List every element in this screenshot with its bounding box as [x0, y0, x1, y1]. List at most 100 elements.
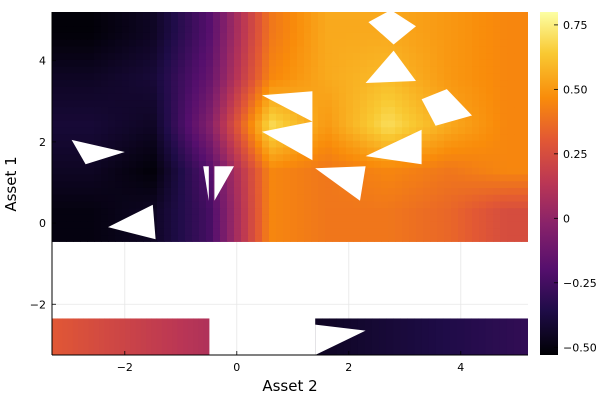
- heatmap-cell: [493, 106, 501, 114]
- heatmap-cell: [80, 160, 88, 168]
- heatmap-cell: [402, 180, 410, 188]
- heatmap-cell: [178, 25, 186, 33]
- heatmap-cell: [255, 140, 263, 148]
- heatmap-cell: [73, 32, 81, 40]
- colorbar-tick-label: 0: [563, 212, 570, 225]
- heatmap-cell: [514, 133, 522, 141]
- heatmap-cell: [115, 200, 123, 209]
- heatmap-cell: [479, 187, 487, 195]
- heatmap-cell: [115, 106, 123, 114]
- heatmap-cell: [437, 86, 445, 94]
- heatmap-cell: [486, 187, 494, 195]
- heatmap-cell: [388, 200, 396, 209]
- heatmap-cell: [122, 65, 130, 74]
- heatmap-cell: [150, 200, 158, 209]
- heatmap-cell: [332, 140, 340, 148]
- heatmap-cell: [115, 167, 123, 175]
- heatmap-cell: [234, 214, 242, 222]
- heatmap-cell: [430, 187, 438, 195]
- heatmap-cell: [423, 126, 431, 135]
- heatmap-cell: [409, 79, 417, 87]
- heatmap-cell: [346, 99, 354, 108]
- heatmap-cell: [458, 18, 466, 27]
- heatmap-cell: [206, 146, 214, 155]
- heatmap-cell: [262, 173, 270, 182]
- heatmap-cell: [192, 106, 200, 114]
- heatmap-cell: [87, 234, 95, 242]
- heatmap-cell: [206, 173, 214, 182]
- heatmap-cell: [73, 173, 81, 182]
- heatmap-cell: [262, 140, 270, 148]
- heatmap-cell: [234, 167, 242, 175]
- heatmap-cell: [402, 79, 410, 87]
- heatmap-cell: [318, 140, 326, 148]
- heatmap-cell: [437, 65, 445, 74]
- heatmap-cell: [73, 180, 81, 188]
- heatmap-cell: [164, 140, 172, 148]
- heatmap-cell: [507, 227, 515, 236]
- heatmap-cell: [297, 65, 305, 74]
- heatmap-cell: [143, 79, 151, 87]
- heatmap-cell: [178, 207, 186, 215]
- heatmap-cell: [353, 146, 361, 155]
- heatmap-cell: [451, 153, 459, 161]
- heatmap-cell: [157, 79, 165, 87]
- heatmap-cell: [262, 113, 270, 121]
- heatmap-cell: [374, 86, 382, 94]
- heatmap-cell: [346, 234, 354, 242]
- heatmap-cell: [283, 221, 291, 229]
- heatmap-cell: [178, 146, 186, 155]
- heatmap-cell: [290, 45, 298, 54]
- heatmap-cell: [108, 38, 116, 47]
- heatmap-cell: [241, 180, 249, 188]
- heatmap-cell: [129, 126, 137, 135]
- heatmap-cell: [227, 200, 235, 209]
- heatmap-cell: [157, 180, 165, 188]
- heatmap-cell: [115, 119, 123, 128]
- heatmap-cell: [136, 133, 144, 141]
- heatmap-cell: [101, 221, 109, 229]
- heatmap-cell: [66, 18, 74, 27]
- heatmap-cell: [451, 194, 459, 202]
- heatmap-cell: [521, 25, 528, 33]
- heatmap-cell: [157, 140, 165, 148]
- heatmap-cell: [255, 59, 263, 67]
- heatmap-cell: [66, 86, 74, 94]
- heatmap-cell: [276, 180, 284, 188]
- heatmap-cell: [227, 32, 235, 40]
- heatmap-cell: [206, 119, 214, 128]
- heatmap-cell: [395, 52, 403, 60]
- heatmap-cell: [213, 126, 221, 135]
- heatmap-cell: [381, 79, 389, 87]
- heatmap-cell: [458, 86, 466, 94]
- heatmap-cell: [486, 160, 494, 168]
- heatmap-cell: [493, 79, 501, 87]
- heatmap-cell: [80, 126, 88, 135]
- x-axis-ticks: −2 0 2 4: [117, 351, 464, 374]
- heatmap-cell: [192, 32, 200, 40]
- heatmap-cell: [493, 113, 501, 121]
- heatmap-cell: [255, 234, 263, 242]
- heatmap-cell: [143, 99, 151, 108]
- heatmap-cell: [52, 106, 60, 114]
- heatmap-cell: [164, 72, 172, 81]
- heatmap-cell: [73, 133, 81, 141]
- heatmap-cell: [407, 318, 416, 355]
- heatmap-cell: [59, 25, 67, 33]
- heatmap-cell: [52, 38, 60, 47]
- heatmap-cell: [269, 86, 277, 94]
- heatmap-cell: [486, 200, 494, 209]
- heatmap-cell: [346, 207, 354, 215]
- heatmap-cell: [122, 25, 130, 33]
- heatmap-cell: [444, 126, 452, 135]
- heatmap-cell: [94, 99, 102, 108]
- heatmap-cell: [283, 187, 291, 195]
- heatmap-cell: [80, 119, 88, 128]
- heatmap-cell: [507, 194, 515, 202]
- heatmap-cell: [157, 92, 165, 101]
- heatmap-cell: [241, 153, 249, 161]
- heatmap-cell: [507, 221, 515, 229]
- heatmap-cell: [479, 12, 487, 20]
- heatmap-cell: [360, 79, 368, 87]
- heatmap-cell: [213, 113, 221, 121]
